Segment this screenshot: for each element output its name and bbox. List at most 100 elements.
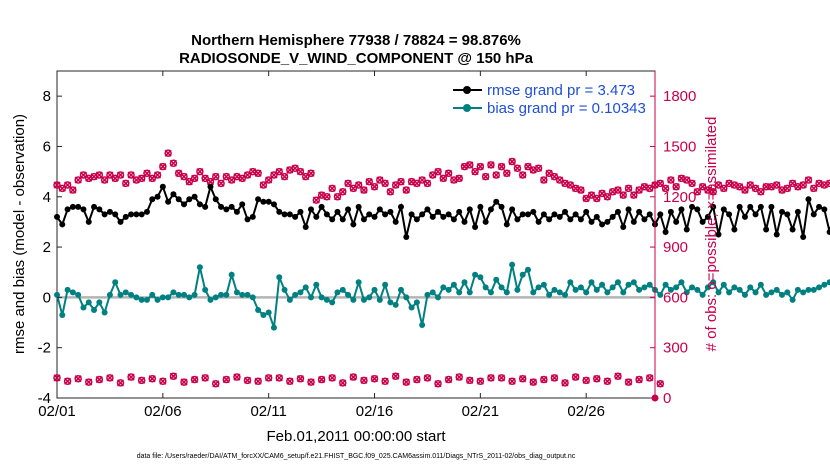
obs-possible-marker bbox=[487, 374, 495, 382]
rmse-point bbox=[620, 223, 627, 230]
rmse-point bbox=[789, 226, 796, 233]
rmse-point bbox=[704, 213, 711, 220]
rmse-point bbox=[387, 208, 394, 215]
obs-possible-marker bbox=[148, 174, 157, 183]
bias-point bbox=[450, 281, 457, 288]
obs-possible-marker bbox=[624, 378, 633, 386]
obs-possible-marker bbox=[174, 169, 183, 178]
rmse-point bbox=[535, 218, 542, 225]
bias-point bbox=[747, 284, 754, 291]
bias-point bbox=[382, 281, 389, 288]
obs-possible-marker bbox=[243, 376, 252, 385]
bias-point bbox=[228, 271, 235, 278]
obs-assimilated-marker bbox=[625, 378, 633, 386]
obs-possible-marker bbox=[540, 176, 548, 184]
bias-point bbox=[403, 294, 410, 301]
obs-assimilated-marker bbox=[233, 373, 241, 381]
rmse-point bbox=[773, 231, 780, 238]
x-axis-label: Feb.01,2011 00:00:00 start bbox=[266, 428, 446, 445]
obs-assimilated-marker bbox=[159, 163, 167, 171]
obs-possible-marker bbox=[106, 171, 114, 179]
rmse-point bbox=[122, 213, 129, 220]
obs-assimilated-marker bbox=[413, 376, 421, 384]
obs-assimilated-marker bbox=[603, 193, 611, 201]
rmse-point bbox=[408, 211, 415, 218]
rmse-point bbox=[445, 211, 452, 218]
bias-point bbox=[678, 279, 685, 286]
bias-point bbox=[297, 289, 304, 296]
legend-bias-label: bias grand pr = 0.10343 bbox=[487, 100, 646, 117]
rmse-point bbox=[689, 203, 696, 210]
bias-point bbox=[260, 311, 267, 318]
bias-point bbox=[371, 286, 378, 293]
rmse-point bbox=[202, 203, 209, 210]
obs-assimilated-marker bbox=[275, 168, 283, 176]
obs-possible-marker bbox=[95, 375, 104, 384]
obs-possible-marker bbox=[95, 171, 104, 179]
rmse-point bbox=[599, 221, 606, 228]
obs-assimilated-marker bbox=[535, 164, 543, 172]
bias-point bbox=[509, 261, 516, 268]
obs-assimilated-marker bbox=[312, 196, 320, 204]
obs-assimilated-marker bbox=[519, 171, 527, 179]
obs-possible-marker bbox=[746, 181, 755, 189]
rmse-point bbox=[96, 206, 103, 213]
rmse-point bbox=[329, 216, 336, 223]
bias-point bbox=[726, 289, 733, 296]
obs-possible-marker bbox=[116, 379, 125, 387]
obs-possible-marker bbox=[370, 374, 379, 383]
obs-assimilated-marker bbox=[402, 186, 410, 194]
obs-possible-marker bbox=[227, 176, 236, 184]
rmse-point bbox=[181, 201, 188, 208]
obs-assimilated-marker bbox=[381, 377, 389, 385]
obs-possible-marker bbox=[439, 174, 448, 183]
bias-point bbox=[334, 289, 341, 296]
rmse-point bbox=[112, 211, 119, 218]
obs-possible-marker bbox=[222, 375, 231, 384]
obs-possible-marker bbox=[143, 169, 151, 178]
obs-possible-marker bbox=[349, 373, 358, 381]
obs-assimilated-marker bbox=[143, 169, 151, 177]
bias-point bbox=[461, 279, 468, 286]
obs-possible-marker bbox=[328, 184, 336, 193]
rmse-point bbox=[297, 208, 304, 215]
legend: rmse grand pr = 3.473 bias grand pr = 0.… bbox=[453, 82, 646, 117]
obs-possible-marker bbox=[503, 169, 511, 178]
obs-possible-marker bbox=[508, 157, 516, 166]
bias-point bbox=[302, 284, 309, 291]
rmse-point bbox=[106, 208, 113, 215]
obs-assimilated-marker bbox=[423, 374, 431, 382]
y2-tick-label: 300 bbox=[663, 340, 688, 357]
obs-possible-marker bbox=[233, 373, 241, 381]
bias-point bbox=[249, 294, 256, 301]
bias-point bbox=[170, 289, 177, 296]
obs-assimilated-marker bbox=[757, 188, 765, 196]
bias-point bbox=[281, 286, 288, 293]
obs-possible-marker bbox=[85, 378, 93, 386]
obs-possible-marker bbox=[53, 374, 61, 382]
rmse-point bbox=[784, 211, 791, 218]
rmse-point bbox=[403, 234, 410, 241]
obs-possible-marker bbox=[328, 374, 336, 382]
obs-possible-marker bbox=[492, 171, 500, 179]
obs-assimilated-marker bbox=[434, 168, 442, 176]
rmse-point bbox=[281, 211, 288, 218]
obs-assimilated-marker bbox=[159, 377, 167, 385]
bias-point bbox=[223, 291, 230, 298]
obs-possible-marker bbox=[587, 191, 596, 199]
rmse-point bbox=[673, 218, 680, 225]
obs-possible-marker bbox=[159, 162, 167, 171]
obs-assimilated-marker bbox=[106, 374, 114, 382]
bias-point bbox=[424, 291, 431, 298]
y2-tick-label: 1800 bbox=[663, 88, 696, 105]
obs-possible-marker bbox=[381, 179, 389, 188]
obs-possible-marker bbox=[545, 169, 553, 178]
bias-point bbox=[54, 291, 60, 298]
bias-point bbox=[599, 281, 606, 288]
bias-point bbox=[196, 264, 203, 271]
obs-possible-marker bbox=[624, 184, 633, 193]
bias-point bbox=[699, 291, 706, 298]
y-tick-label: 0 bbox=[43, 289, 51, 306]
rmse-point bbox=[487, 206, 494, 213]
bias-point bbox=[397, 286, 404, 293]
